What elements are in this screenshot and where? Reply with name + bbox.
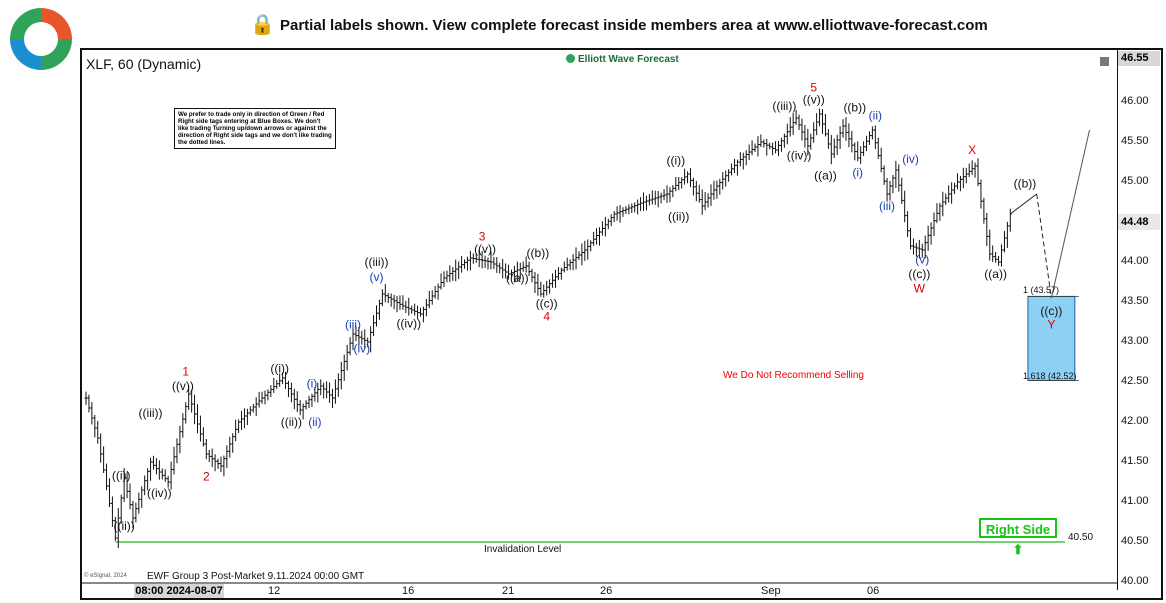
wave-label: 2: [203, 469, 210, 483]
y-tick: 45.00: [1121, 175, 1149, 187]
wave-label: W: [914, 281, 926, 295]
x-tick: Sep: [761, 585, 781, 597]
wave-label: (iv): [902, 152, 919, 166]
wave-label: ((ii)): [113, 519, 134, 533]
wave-label: ((i)): [112, 469, 131, 483]
y-tick: 42.00: [1121, 415, 1149, 427]
ext-label-1: 1 (43.57): [1023, 285, 1060, 295]
projection-to-c: [1036, 193, 1052, 299]
y-tick: 40.00: [1121, 575, 1149, 587]
price-axis: [1117, 50, 1162, 590]
y-tick: 43.50: [1121, 295, 1149, 307]
y-tick: 42.50: [1121, 375, 1149, 387]
y-tick: 41.00: [1121, 495, 1149, 507]
x-tick: 26: [600, 585, 613, 597]
ewf-logo-icon: [10, 8, 72, 70]
wave-label: 1: [182, 365, 189, 379]
wave-label: ((c)): [908, 267, 930, 281]
y-tick: 40.50: [1121, 535, 1149, 547]
right-side-tag: Right Side ⬆: [979, 518, 1057, 557]
ewf-mini-logo-icon: [566, 54, 575, 63]
y-tick: 46.00: [1121, 95, 1149, 107]
wave-label: ((a)): [506, 271, 529, 285]
projection-to-b: [1009, 193, 1038, 215]
wave-label: 4: [543, 309, 550, 323]
copyright: © eSignal, 2024: [84, 573, 127, 579]
footer-text: EWF Group 3 Post-Market 9.11.2024 00:00 …: [147, 571, 365, 582]
x-tick-first: 08:00 2024-08-07: [134, 584, 224, 598]
wave-label: ((v)): [474, 242, 496, 256]
y-tick: 45.50: [1121, 135, 1149, 147]
wave-label: X: [968, 143, 976, 157]
wave-label: ((c)): [536, 297, 558, 311]
chart-title: XLF, 60 (Dynamic): [86, 56, 202, 72]
wave-label: Y: [1047, 317, 1055, 331]
top-banner: 🔒 Partial labels shown. View complete fo…: [0, 0, 1166, 70]
banner-text: Partial labels shown. View complete fore…: [280, 17, 988, 34]
x-tick: 06: [867, 585, 880, 597]
wave-label: ((i)): [666, 153, 685, 167]
projection-up: [1050, 129, 1091, 299]
y-tick: 44.00: [1121, 255, 1149, 267]
invalidation-label: Invalidation Level: [484, 544, 562, 555]
wave-label: (i): [852, 165, 863, 179]
wave-label: ((iii)): [139, 406, 163, 420]
wave-label: (iii): [345, 317, 361, 331]
last-price-tag: 44.48: [1118, 214, 1160, 230]
x-tick: 21: [502, 585, 515, 597]
wave-label: ((a)): [984, 267, 1007, 281]
wave-label: ((v)): [172, 379, 194, 393]
wave-label: (ii): [869, 109, 882, 123]
wave-label: ((a)): [814, 169, 837, 183]
y-tick: 41.50: [1121, 455, 1149, 467]
wave-label: 3: [479, 229, 486, 243]
wave-label: ((ii)): [281, 415, 302, 429]
ewf-watermark-text: Elliott Wave Forecast: [578, 54, 679, 65]
wave-label: (iii): [879, 199, 895, 213]
wave-label: ((v)): [803, 93, 825, 107]
wave-label: ((iv)): [787, 149, 812, 163]
wave-label: (v): [915, 253, 929, 267]
x-tick: 12: [268, 585, 281, 597]
wave-label: ((ii)): [668, 209, 689, 223]
invalidation-value: 40.50: [1068, 532, 1094, 543]
wave-label: (v): [369, 270, 383, 284]
trading-note: We prefer to trade only in direction of …: [174, 108, 336, 149]
chart-frame: [80, 48, 1163, 600]
wave-label: ((i)): [270, 361, 289, 375]
ext-label-1618: 1.618 (42.52): [1023, 371, 1077, 381]
wave-label: 5: [810, 81, 817, 95]
wave-label: ((b)): [843, 101, 866, 115]
wave-label: ((iv)): [147, 486, 172, 500]
wave-label: ((iv)): [396, 317, 421, 331]
wave-label: (i): [307, 377, 318, 391]
x-tick: 16: [402, 585, 415, 597]
wave-label: (iv): [353, 341, 370, 355]
lock-icon: 🔒: [250, 14, 275, 36]
wave-label: ((b)): [1014, 177, 1037, 191]
target-blue-box: [1027, 295, 1076, 381]
y-tick: 43.00: [1121, 335, 1149, 347]
wave-label: ((iii)): [772, 99, 796, 113]
wave-label: ((c)): [1040, 304, 1062, 318]
warning-text: We Do Not Recommend Selling: [723, 370, 864, 381]
wave-label: ((iii)): [365, 255, 389, 269]
wave-label: (ii): [308, 415, 321, 429]
ewf-watermark: Elliott Wave Forecast: [566, 54, 679, 65]
top-price-tag: 46.55: [1118, 51, 1160, 66]
panel-menu-icon[interactable]: [1100, 57, 1109, 66]
wave-label: ((b)): [527, 246, 550, 260]
